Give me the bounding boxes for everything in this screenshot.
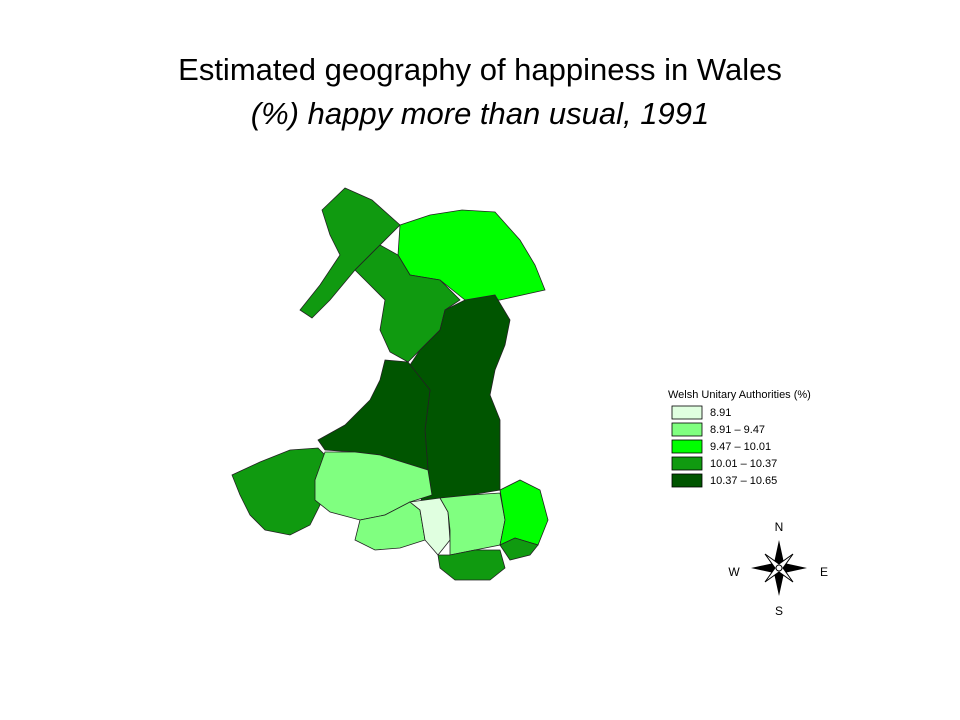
legend-swatch: [671, 439, 703, 454]
compass-n: N: [775, 520, 784, 534]
title: Estimated geography of happiness in Wale…: [178, 52, 782, 87]
compass-center: [775, 564, 783, 572]
legend: Welsh Unitary Authorities (%) 8.91 8.91 –…: [668, 389, 811, 488]
region: [299, 187, 401, 319]
legend-label: 9.47 – 10.01: [710, 441, 771, 453]
region: [499, 537, 539, 561]
legend-label: 10.01 – 10.37: [710, 458, 777, 470]
compass-s: S: [775, 604, 783, 618]
region: [439, 492, 506, 556]
wales-map: [231, 187, 549, 581]
compass-e: E: [820, 565, 828, 579]
compass: N S E W: [728, 520, 828, 618]
legend-swatch: [671, 456, 703, 471]
subtitle: (%) happy more than usual, 1991: [250, 96, 710, 131]
legend-label: 10.37 – 10.65: [710, 475, 777, 487]
legend-label: 8.91 – 9.47: [710, 424, 765, 436]
legend-swatch: [671, 422, 703, 437]
region: [437, 549, 506, 581]
legend-swatch: [671, 473, 703, 488]
legend-swatch: [671, 405, 703, 420]
legend-label: 8.91: [710, 407, 731, 419]
region: [499, 479, 549, 546]
compass-w: W: [728, 565, 740, 579]
legend-title: Welsh Unitary Authorities (%): [668, 389, 811, 401]
region: [231, 447, 326, 536]
